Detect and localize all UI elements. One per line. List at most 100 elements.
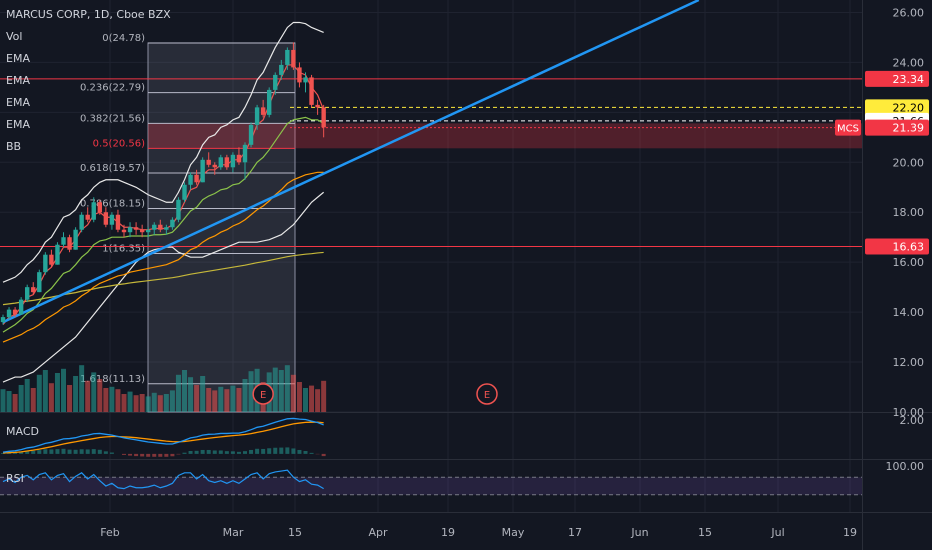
earnings-marker: [252, 383, 274, 405]
macd-axis-tick: 2.00: [900, 414, 925, 427]
volume-bar: [163, 394, 169, 412]
macd-histogram-bar: [255, 448, 260, 454]
indicator-ema-2[interactable]: EMA: [6, 74, 30, 87]
macd-histogram-bar: [176, 453, 181, 455]
candle-body: [73, 229, 78, 250]
fib-level-label: 0.786(18.15): [80, 198, 145, 209]
candle-body: [182, 184, 187, 200]
candle-body: [224, 157, 230, 168]
price-label-box: [865, 70, 929, 87]
candle-body: [127, 227, 133, 233]
price-label: 23.34: [893, 73, 925, 86]
indicator-ema-4[interactable]: EMA: [6, 118, 30, 131]
macd-histogram-bar: [49, 449, 54, 454]
macd-histogram-bar: [109, 452, 114, 454]
volume-bar: [236, 388, 242, 412]
macd-histogram-bar: [212, 450, 217, 454]
macd-histogram-bar: [1, 453, 5, 454]
fib-level-label: 0.236(22.79): [80, 83, 145, 94]
candle-body: [279, 64, 284, 75]
candle-body: [200, 159, 205, 183]
time-axis-tick: 19: [441, 526, 455, 539]
earnings-marker-label: E: [484, 390, 490, 401]
earnings-marker: [476, 383, 498, 405]
candle-body: [176, 199, 181, 220]
candle-body: [37, 272, 42, 293]
macd-histogram-bar: [158, 453, 163, 457]
indicator-ema-3[interactable]: EMA: [6, 96, 30, 109]
candle-body: [97, 202, 102, 213]
candle-body: [242, 144, 248, 163]
candle-body: [146, 229, 151, 233]
volume-bar: [0, 389, 6, 412]
price-label: 21.39: [893, 122, 925, 135]
rsi-line: [2, 469, 324, 490]
volume-bar: [175, 374, 181, 412]
volume-bar: [30, 388, 36, 412]
volume-bar: [230, 385, 236, 412]
trendline: [2, 0, 700, 324]
volume-bar: [127, 391, 133, 412]
candle-body: [103, 212, 109, 225]
macd-histogram-bar: [43, 449, 48, 454]
candle-body: [61, 237, 66, 245]
indicator-vol[interactable]: Vol: [6, 30, 23, 43]
candle-body: [31, 287, 36, 293]
macd-histogram-bar: [140, 453, 145, 457]
volume-bar: [6, 391, 12, 412]
macd-line: [2, 417, 324, 453]
indicator-bb[interactable]: BB: [6, 140, 22, 153]
macd-histogram-bar: [67, 449, 72, 454]
candle-body: [303, 77, 308, 83]
candle-body: [43, 254, 48, 273]
candle-body: [91, 202, 96, 220]
price-axis-tick: 10.00: [893, 406, 925, 419]
earnings-marker-label: E: [260, 390, 266, 401]
price-label-box: [865, 238, 929, 255]
macd-histogram-bar: [37, 450, 42, 454]
candle-body: [291, 49, 296, 68]
macd-histogram-bar: [128, 453, 133, 456]
indicator-ema-1[interactable]: EMA: [6, 52, 30, 65]
volume-bar: [139, 394, 145, 412]
candle-body: [49, 254, 54, 265]
macd-histogram-bar: [73, 449, 78, 454]
candle-body: [158, 224, 163, 230]
volume-bar: [91, 372, 97, 412]
time-axis-tick: 15: [698, 526, 712, 539]
rsi-band: [0, 477, 862, 495]
volume-bar: [145, 396, 151, 412]
macd-histogram-bar: [31, 450, 36, 454]
rsi-axis-tick: 100.00: [886, 460, 925, 473]
ema-mid-line: [2, 116, 324, 333]
fib-level-label: 1(16.35): [102, 243, 145, 254]
ema-slow-line: [2, 171, 324, 343]
symbol-badge: MCS: [837, 124, 859, 135]
macd-histogram-bar: [97, 449, 102, 454]
volume-bar: [272, 367, 278, 412]
price-axis-tick: 20.00: [893, 156, 925, 169]
volume-bar: [103, 388, 109, 412]
macd-histogram-bar: [285, 447, 290, 454]
candle-body: [121, 229, 127, 233]
candle-body: [109, 214, 115, 225]
macd-histogram-bar: [194, 450, 199, 454]
volume-bar: [278, 370, 284, 412]
volume-bar: [12, 394, 18, 412]
volume-bar: [157, 395, 163, 412]
candle-body: [285, 49, 290, 65]
volume-bar: [79, 365, 85, 412]
volume-bar: [109, 386, 115, 412]
macd-histogram-bar: [291, 448, 296, 454]
volume-bar: [248, 371, 254, 412]
volume-bar: [36, 374, 42, 412]
candle-body: [309, 77, 314, 105]
candle-body: [236, 154, 242, 163]
candle-body: [273, 74, 278, 90]
time-axis-tick: Mar: [223, 526, 244, 539]
price-axis-tick: 18.00: [893, 206, 925, 219]
candle-body: [79, 214, 84, 230]
candle-body: [55, 244, 60, 265]
